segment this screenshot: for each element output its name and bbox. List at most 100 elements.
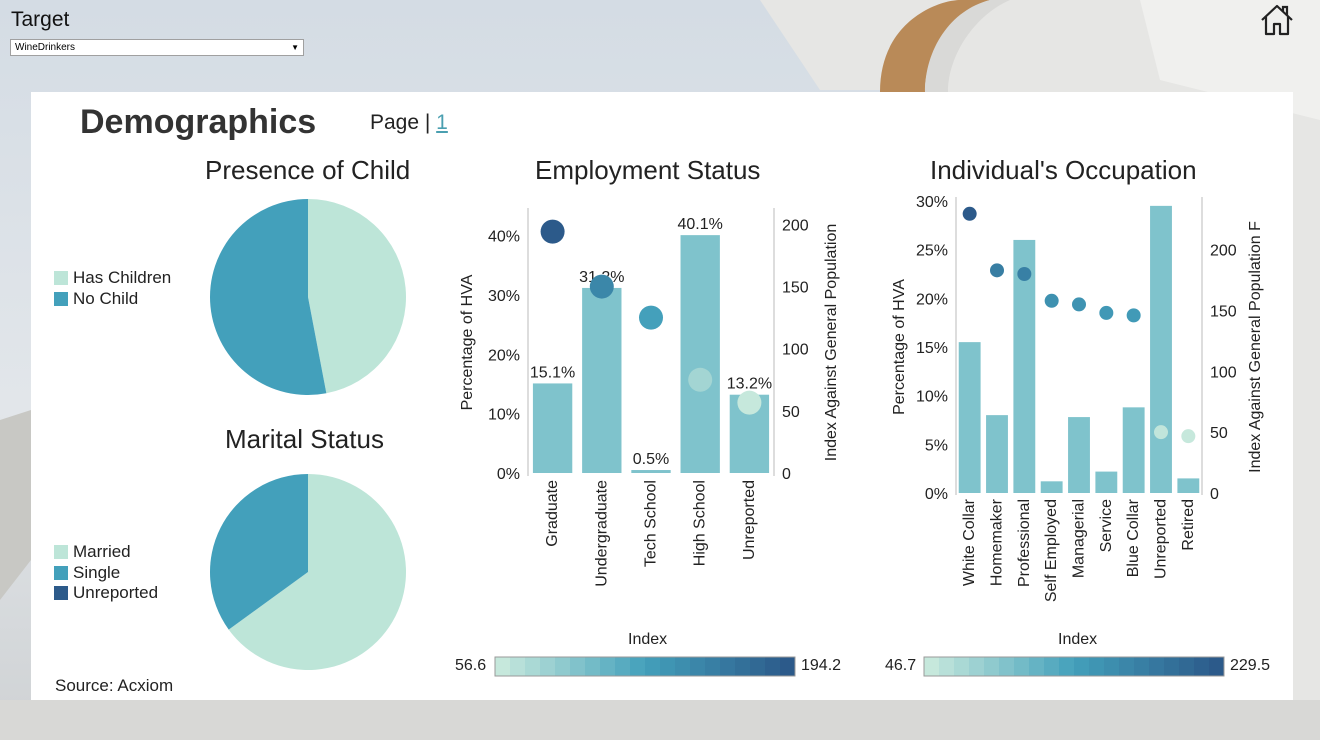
bar[interactable]: [1122, 407, 1145, 493]
index-dot[interactable]: [1181, 429, 1196, 444]
bar[interactable]: [1040, 481, 1063, 493]
bar[interactable]: [631, 470, 671, 473]
bar[interactable]: [1095, 471, 1118, 493]
y-tick-label: 40%: [488, 229, 520, 246]
y2-tick-label: 50: [782, 404, 800, 421]
ramp-step: [1209, 657, 1225, 676]
target-dropdown[interactable]: WineDrinkers ▼: [10, 39, 304, 56]
ramp-step: [1164, 657, 1180, 676]
y2-tick-label: 0: [782, 466, 791, 483]
ramp-step: [1014, 657, 1030, 676]
index-dot[interactable]: [1099, 305, 1114, 320]
occupation-index-min: 46.7: [885, 657, 917, 674]
index-dot[interactable]: [1044, 293, 1059, 308]
index-dot[interactable]: [1154, 425, 1168, 440]
ramp-border: [923, 656, 1225, 677]
y-tick-label: 30%: [916, 194, 948, 211]
ramp-step: [924, 657, 940, 676]
ramp-step: [555, 657, 571, 676]
occupation-bar-chart: 0% 5% 10% 15% 20% 25% 30% 0 50 100 150 200 Percentag…: [891, 194, 1264, 602]
y2-tick-label: 50: [1210, 425, 1228, 442]
index-dot[interactable]: [1126, 308, 1141, 323]
ramp-border: [494, 656, 796, 677]
home-icon[interactable]: [1259, 3, 1295, 37]
bar-data-label: 15.1%: [530, 364, 575, 381]
employment-index-min: 56.6: [455, 657, 487, 674]
occupation-index-color-ramp: [923, 656, 1225, 677]
bar[interactable]: [1150, 205, 1172, 493]
x-tick-label: Service: [1098, 499, 1115, 552]
page-title: Demographics: [80, 103, 317, 141]
ramp-step: [615, 657, 631, 676]
marital-chart-title: Marital Status: [225, 424, 384, 454]
marital-legend: Married Single Unreported: [54, 542, 158, 604]
index-dot[interactable]: [589, 274, 614, 299]
index-dot[interactable]: [688, 367, 713, 392]
page-number-link[interactable]: 1: [436, 111, 448, 134]
ramp-step: [1089, 657, 1105, 676]
ramp-step: [954, 657, 970, 676]
employment-chart-title: Employment Status: [535, 155, 761, 185]
legend-item: Single: [54, 563, 158, 584]
y-tick-label: 10%: [916, 389, 948, 406]
y-tick-label: 25%: [916, 243, 948, 260]
ramp-step: [675, 657, 691, 676]
ramp-step: [705, 657, 721, 676]
index-dot[interactable]: [639, 305, 663, 330]
x-tick-label: Managerial: [1071, 499, 1088, 578]
pie-slice[interactable]: [228, 474, 406, 670]
ramp-step: [1194, 657, 1210, 676]
bar-data-label: 0.5%: [633, 451, 669, 468]
index-dot[interactable]: [737, 390, 762, 415]
employment-bar-chart: 0% 10% 20% 30% 40% 0 50 100 150 200 Percentage of …: [459, 208, 840, 587]
legend-swatch: [54, 271, 68, 286]
bar[interactable]: [680, 235, 720, 473]
pie-slice[interactable]: [308, 199, 406, 394]
ramp-step: [999, 657, 1015, 676]
bar[interactable]: [582, 287, 622, 473]
x-tick-label: Blue Collar: [1125, 498, 1142, 577]
child-pie-chart: [209, 199, 406, 395]
bar-data-label: 13.2%: [727, 376, 772, 393]
y-tick-label: 0%: [497, 466, 520, 483]
ramp-step: [1149, 657, 1165, 676]
x-tick-label: Undergraduate: [593, 480, 610, 587]
ramp-step: [585, 657, 601, 676]
y-tick-label: 20%: [488, 347, 520, 364]
bar[interactable]: [1068, 417, 1090, 493]
legend-item: No Child: [54, 289, 171, 310]
y2-tick-label: 200: [782, 217, 809, 234]
bar[interactable]: [958, 342, 981, 493]
page-indicator: Page | 1: [370, 111, 448, 135]
x-tick-label: White Collar: [961, 498, 978, 586]
bar[interactable]: [532, 383, 573, 473]
bar[interactable]: [1177, 478, 1200, 493]
bar[interactable]: [986, 415, 1008, 493]
index-dot[interactable]: [540, 219, 565, 244]
child-legend: Has Children No Child: [54, 268, 171, 309]
x-tick-label: Professional: [1016, 499, 1033, 587]
index-dot[interactable]: [962, 206, 977, 221]
ramp-step: [495, 657, 511, 676]
index-dot[interactable]: [1072, 297, 1086, 312]
legend-label: Married: [73, 542, 131, 562]
employment-index-title: Index: [628, 631, 668, 648]
pie-slice[interactable]: [210, 474, 308, 630]
legend-item: Has Children: [54, 268, 171, 289]
page-label: Page |: [370, 111, 437, 134]
child-chart-title: Presence of Child: [205, 155, 411, 185]
legend-label: Single: [73, 562, 121, 582]
ramp-step: [1119, 657, 1135, 676]
ramp-step: [525, 657, 541, 676]
ramp-step: [1134, 657, 1150, 676]
legend-label: Has Children: [73, 268, 172, 288]
x-tick-label: Self Employed: [1043, 499, 1060, 602]
index-dot[interactable]: [1017, 267, 1032, 281]
source-note: Source: Acxiom: [55, 676, 174, 695]
y2-tick-label: 200: [1210, 243, 1237, 260]
ramp-step: [720, 657, 736, 676]
index-dot[interactable]: [990, 263, 1004, 278]
bar[interactable]: [1013, 239, 1036, 493]
ramp-step: [1179, 657, 1195, 676]
pie-slice[interactable]: [209, 199, 327, 395]
